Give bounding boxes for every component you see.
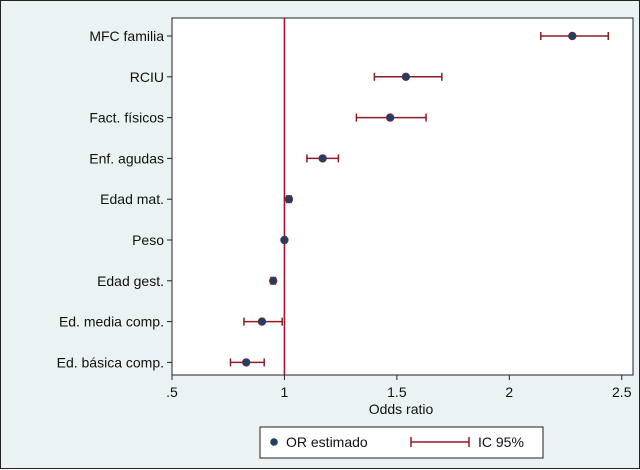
y-tick-label: MFC familia <box>89 28 164 44</box>
x-tick-label: 2.5 <box>612 384 632 400</box>
legend-label-or: OR estimado <box>286 434 368 450</box>
or-point <box>280 235 289 245</box>
y-tick-label: Ed. media comp. <box>59 314 164 330</box>
plot-area <box>171 17 634 376</box>
or-point <box>268 276 278 285</box>
y-tick-label: Enf. agudas <box>89 150 164 166</box>
x-tick-label: .5 <box>166 384 178 400</box>
or-point <box>385 113 395 122</box>
y-tick-label: RCIU <box>130 69 164 85</box>
y-tick-label: Edad gest. <box>97 273 164 289</box>
x-tick-label: 2 <box>505 384 513 400</box>
or-point <box>568 31 577 41</box>
x-tick-label: 1.5 <box>387 384 407 400</box>
x-axis-title: Odds ratio <box>369 401 434 417</box>
or-point <box>257 317 267 326</box>
y-tick-label: Ed. básica comp. <box>57 354 164 370</box>
or-point <box>242 358 251 367</box>
y-tick-label: Peso <box>132 232 164 248</box>
legend: OR estimado IC 95% <box>259 426 544 459</box>
or-point <box>318 154 327 163</box>
legend-box <box>259 426 544 459</box>
y-tick-label: Edad mat. <box>100 191 164 207</box>
or-point <box>284 194 294 204</box>
legend-label-ci: IC 95% <box>478 434 524 450</box>
legend-point-marker <box>270 438 278 446</box>
or-point <box>401 72 411 81</box>
x-tick-label: 1 <box>281 384 289 400</box>
y-tick-label: Fact. físicos <box>89 110 164 126</box>
